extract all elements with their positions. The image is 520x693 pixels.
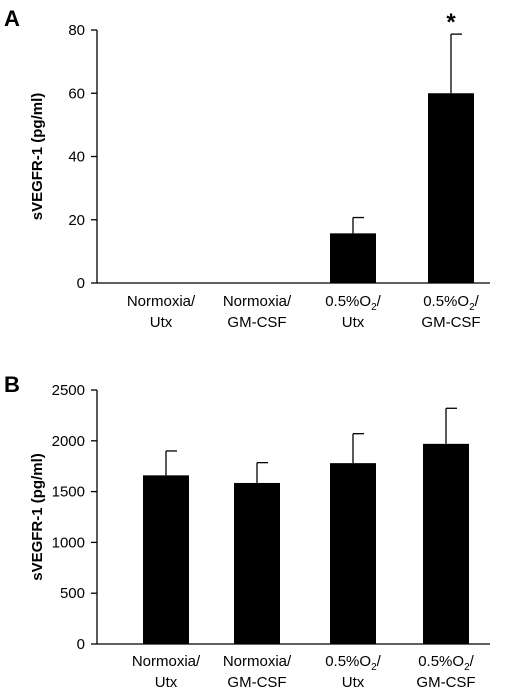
y-axis-label: sVEGFR-1 (pg/ml) bbox=[29, 453, 46, 581]
bar bbox=[428, 93, 474, 283]
x-tick-label: 0.5%O2/ bbox=[418, 653, 474, 673]
y-tick-label: 80 bbox=[68, 22, 85, 39]
y-tick-label: 20 bbox=[68, 212, 85, 229]
x-tick-label-line2: GM-CSF bbox=[421, 314, 480, 331]
bar bbox=[143, 475, 189, 644]
x-tick-label: 0.5%O2/ bbox=[325, 293, 381, 313]
y-tick-label: 0 bbox=[77, 275, 85, 292]
bar bbox=[330, 463, 376, 644]
bar bbox=[330, 233, 376, 283]
panel-letter: A bbox=[4, 6, 20, 31]
x-tick-label: Normoxia/ bbox=[223, 653, 292, 670]
x-tick-label: Normoxia/ bbox=[127, 293, 196, 310]
bar bbox=[234, 482, 280, 644]
x-tick-label: Normoxia/ bbox=[132, 653, 201, 670]
y-tick-label: 1500 bbox=[52, 484, 85, 501]
x-tick-label-line2: GM-CSF bbox=[416, 674, 475, 691]
x-tick-label-line2: Utx bbox=[150, 314, 173, 331]
y-tick-label: 2000 bbox=[52, 433, 85, 450]
x-tick-label: 0.5%O2/ bbox=[325, 653, 381, 673]
y-tick-label: 60 bbox=[68, 85, 85, 102]
y-tick-label: 40 bbox=[68, 149, 85, 166]
x-tick-label-line2: Utx bbox=[342, 314, 365, 331]
x-tick-label-line2: GM-CSF bbox=[227, 674, 286, 691]
bar bbox=[423, 443, 469, 644]
y-tick-label: 2500 bbox=[52, 382, 85, 399]
y-axis-label: sVEGFR-1 (pg/ml) bbox=[29, 93, 46, 221]
x-tick-label: Normoxia/ bbox=[223, 293, 292, 310]
y-tick-label: 1000 bbox=[52, 534, 85, 551]
y-tick-label: 0 bbox=[77, 636, 85, 653]
y-tick-label: 500 bbox=[60, 585, 85, 602]
x-tick-label-line2: Utx bbox=[155, 674, 178, 691]
x-tick-label: 0.5%O2/ bbox=[423, 293, 479, 313]
significance-marker: * bbox=[446, 9, 456, 36]
x-tick-label-line2: GM-CSF bbox=[227, 314, 286, 331]
panel-letter: B bbox=[4, 372, 20, 397]
x-tick-label-line2: Utx bbox=[342, 674, 365, 691]
